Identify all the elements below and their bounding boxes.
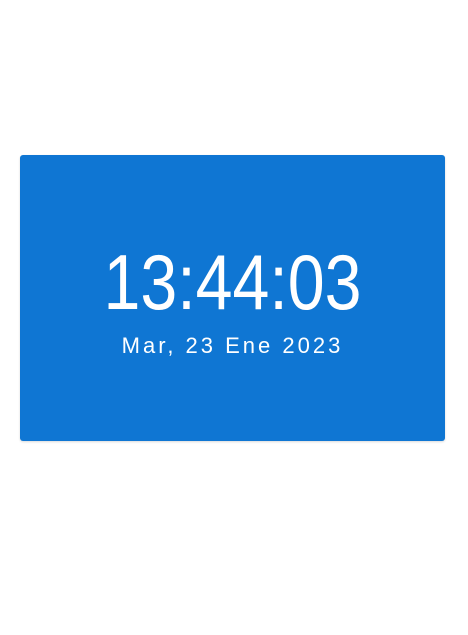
clock-time: 13:44:03 [103,238,362,326]
clock-card: 13:44:03 Mar, 23 Ene 2023 [20,155,445,441]
clock-date: Mar, 23 Ene 2023 [121,333,344,358]
